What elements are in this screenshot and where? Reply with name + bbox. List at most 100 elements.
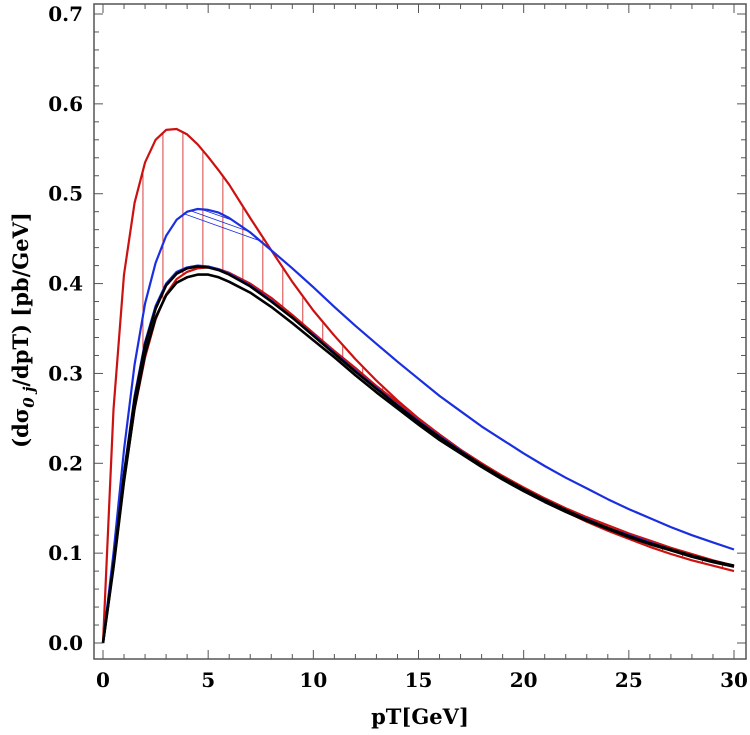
blue-band-hatch-line xyxy=(103,209,734,325)
series-blue-band-lower xyxy=(101,264,735,644)
blue-band-hatch-line xyxy=(148,209,734,325)
blue-band-hatch-line xyxy=(103,209,734,325)
blue-band-hatch-line xyxy=(478,209,734,325)
blue-band-hatch-line xyxy=(103,209,734,325)
x-axis-title: pT[GeV] xyxy=(371,704,469,729)
x-tick-label: 0 xyxy=(96,668,110,692)
blue-band-hatch-line xyxy=(628,209,734,325)
blue-band-hatch-line xyxy=(103,209,690,325)
blue-band-hatch-line xyxy=(133,209,734,325)
y-tick-label: 0.4 xyxy=(48,272,83,296)
blue-band-hatch-line xyxy=(208,209,734,325)
blue-band-hatch-line xyxy=(268,209,734,325)
blue-band-hatch-line xyxy=(313,209,734,325)
blue-band-hatch-line xyxy=(103,209,734,325)
y-tick-label: 0.6 xyxy=(48,92,83,116)
blue-band-hatch-line xyxy=(388,209,734,325)
series-blue-band-upper xyxy=(101,207,735,644)
axis-ticks xyxy=(94,4,746,659)
y-axis-title-subscript: 0 j xyxy=(20,386,38,408)
y-tick-label: 0.3 xyxy=(48,361,83,385)
blue-band-hatch-line xyxy=(103,209,734,325)
blue-band-hatch-line xyxy=(658,209,734,325)
blue-band-hatch-line xyxy=(178,209,734,325)
band-hatching xyxy=(103,132,734,569)
blue-band-hatch-line xyxy=(103,209,615,325)
blue-band-hatch-line xyxy=(418,209,734,325)
blue-band-hatch-line xyxy=(103,209,734,325)
blue-band-hatch-line xyxy=(238,209,734,325)
blue-band-hatch-line xyxy=(583,209,734,325)
blue-band-hatch-line xyxy=(103,209,645,325)
blue-band-hatch-line xyxy=(433,209,734,325)
blue-band-hatch-line xyxy=(328,209,734,325)
blue-band-hatch-line xyxy=(298,209,734,325)
y-tick-label: 0.7 xyxy=(48,2,83,26)
blue-band-hatch-line xyxy=(508,209,734,325)
blue-band-hatch-line xyxy=(103,209,734,325)
blue-band-hatch-line xyxy=(733,209,734,325)
blue-band-hatch-line xyxy=(283,209,734,325)
blue-band-hatch-line xyxy=(703,209,734,325)
x-tick-label: 25 xyxy=(615,668,643,692)
blue-band-hatch-line xyxy=(103,209,734,325)
y-tick-label: 0.2 xyxy=(48,451,83,475)
blue-band-hatch-line xyxy=(223,209,734,325)
blue-band-hatch-line xyxy=(103,209,555,325)
blue-band-hatch-line xyxy=(163,209,734,325)
blue-band-hatch-line xyxy=(103,209,734,325)
x-tick-label: 20 xyxy=(510,668,538,692)
blue-band-hatch-line xyxy=(103,209,705,325)
blue-band-hatch-line xyxy=(103,209,734,325)
blue-band-hatch-line xyxy=(598,209,734,325)
series-black-central-upper xyxy=(101,265,735,644)
blue-band-hatch-line xyxy=(463,209,734,325)
blue-band-hatch-line xyxy=(568,209,734,325)
x-tick-label: 5 xyxy=(201,668,215,692)
blue-band-hatch-line xyxy=(253,209,734,325)
blue-band-hatch-line xyxy=(373,209,734,325)
blue-band-hatch-line xyxy=(688,209,734,325)
series-lines xyxy=(101,127,735,644)
blue-band-hatch-line xyxy=(103,209,660,325)
blue-band-hatch-line xyxy=(193,209,734,325)
y-tick-label: 0.1 xyxy=(48,541,83,565)
blue-band-hatch-line xyxy=(103,209,734,325)
plot-frame xyxy=(93,3,747,660)
blue-band-hatch-line xyxy=(553,209,734,325)
blue-band-hatch-line xyxy=(103,209,734,325)
blue-band-hatch-line xyxy=(403,209,734,325)
blue-band-hatch-line xyxy=(643,209,734,325)
x-tick-label: 15 xyxy=(405,668,433,692)
y-tick-label: 0.5 xyxy=(48,182,83,206)
blue-band-hatch-line xyxy=(673,209,734,325)
y-axis-title-suffix: /dpT) [pb/GeV] xyxy=(8,212,33,386)
y-axis-title: (dσ0 j/dpT) [pb/GeV] xyxy=(8,212,38,448)
series-black-central-lower xyxy=(101,273,735,644)
blue-band-hatch-line xyxy=(613,209,734,325)
blue-band-hatch-line xyxy=(103,209,734,325)
blue-band-hatch-line xyxy=(493,209,734,325)
blue-band-hatch-line xyxy=(448,209,734,325)
series-red-band-lower xyxy=(101,266,735,644)
x-tick-labels: 0 5 10 15 20 25 30 xyxy=(96,668,748,692)
blue-band-hatch-line xyxy=(523,209,734,325)
y-axis-title-prefix: (dσ xyxy=(8,408,33,448)
blue-band-hatch-line xyxy=(103,209,734,325)
x-tick-label: 30 xyxy=(720,668,748,692)
x-tick-label: 10 xyxy=(299,668,327,692)
blue-band-hatching xyxy=(103,209,734,325)
blue-band-hatch-line xyxy=(103,209,675,325)
y-tick-label: 0.0 xyxy=(48,631,83,655)
blue-band-hatch-line xyxy=(358,209,734,325)
blue-band-hatch-line xyxy=(103,209,720,325)
blue-band-hatch-line xyxy=(103,209,585,325)
y-tick-labels: 0.0 0.1 0.2 0.3 0.4 0.5 0.6 0.7 xyxy=(48,2,83,655)
series-red-band-upper xyxy=(101,127,735,644)
blue-band-hatch-line xyxy=(343,209,734,325)
plot-frame-border xyxy=(93,3,747,660)
blue-band-hatch-line xyxy=(538,209,734,325)
blue-band-hatch-line xyxy=(103,209,734,325)
blue-band-hatch-line xyxy=(103,209,570,325)
